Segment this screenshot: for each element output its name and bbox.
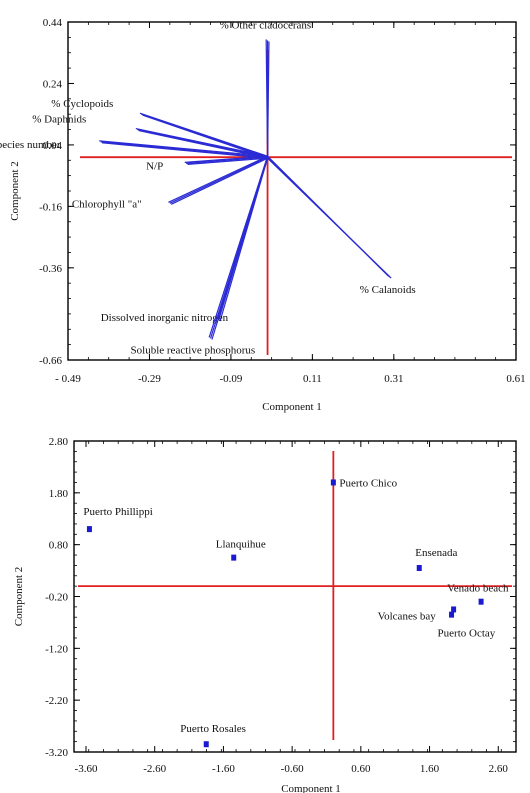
vector-label: Species number [0,139,61,151]
data-point [330,479,336,486]
y-tick-label: -1.20 [45,643,68,655]
data-point [416,564,422,571]
vector-label: Soluble reactive phosphorus [131,344,256,356]
x-tick-label: 2.60 [489,763,509,775]
loading-vector [187,157,268,165]
vector-label: % Daphnids [32,114,86,126]
y-tick-label: -0.16 [39,201,62,213]
x-tick-label: -0.29 [138,373,161,385]
loading-vector [267,157,392,279]
x-tick-label: 0.11 [303,373,322,385]
point-label: Volcanes bay [378,610,437,622]
x-axis-title: Component 1 [262,401,322,413]
point-label: Puerto Rosales [180,723,246,735]
y-tick-label: -0.66 [39,355,62,367]
plot-frame [73,440,517,753]
loading-vector [266,41,270,159]
loading-vector [211,158,269,340]
x-tick-label: - 0.49 [55,373,81,385]
data-point [451,606,457,613]
loading-vector [142,114,268,159]
y-tick-label: -2.20 [45,695,68,707]
plot-frame [67,21,517,361]
point-label: Ensenada [415,547,457,559]
data-point [86,526,92,533]
loading-vector [100,141,268,158]
y-tick-label: 0.44 [43,17,63,29]
y-axis-title: Component 2 [13,567,25,627]
loading-biplot: - 0.49 -0.29 -0.09 0.11 0.31 0.61 0.44 0.24 0.04… [0,17,526,413]
vector-label: % Other cladocerans [220,19,312,31]
x-tick-label: -0.09 [219,373,242,385]
loading-vector [135,127,268,157]
loading-vector [184,155,268,163]
loading-vector [101,142,268,159]
y-tick-label: 2.80 [49,436,69,448]
y-axis-title: Component 2 [9,161,21,221]
vector-label: % Cyclopoids [51,98,113,110]
loading-vector [170,157,268,205]
point-label: Puerto Octay [438,628,496,640]
x-tick-label: 1.60 [420,763,440,775]
x-axis-title: Component 1 [281,783,341,793]
vector-label: N/P [146,160,163,172]
x-tick-label: -1.60 [212,763,235,775]
loading-vector [186,156,268,164]
x-tick-label: -0.60 [281,763,304,775]
data-point [231,554,237,561]
vector-label: % Calanoids [360,284,416,296]
loading-vector [168,155,268,203]
point-label: Puerto Phillippi [83,506,152,518]
vector-label: Chlorophyll "a" [72,198,142,210]
y-tick-label: 0.24 [43,78,63,90]
y-tick-label: 1.80 [49,488,69,500]
data-point [449,611,455,618]
loading-vector [99,140,268,157]
x-tick-label: 0.31 [384,373,403,385]
point-label: Puerto Chico [339,477,397,489]
y-tick-label: -0.36 [39,263,62,275]
x-tick-label: -3.60 [75,763,98,775]
point-label: Venado beach [447,583,509,595]
loading-vector [138,129,268,159]
loading-vector [137,128,268,158]
y-tick-label: 0.04 [43,140,63,152]
x-tick-label: 0.60 [351,763,371,775]
y-tick-label: -0.20 [45,592,68,604]
x-tick-label: 0.61 [506,373,525,385]
point-label: Llanquihue [216,539,266,551]
loading-vector [169,156,268,204]
data-point [203,741,209,748]
data-point [478,598,484,605]
x-tick-label: -2.60 [143,763,166,775]
score-plot: -3.60 -2.60 -1.60 -0.60 0.60 1.60 2.60 2.80 1.80… [13,436,517,793]
vector-label: Dissolved inorganic nitrogen [101,312,229,324]
y-tick-label: -3.20 [45,747,68,759]
y-tick-label: 0.80 [49,540,69,552]
